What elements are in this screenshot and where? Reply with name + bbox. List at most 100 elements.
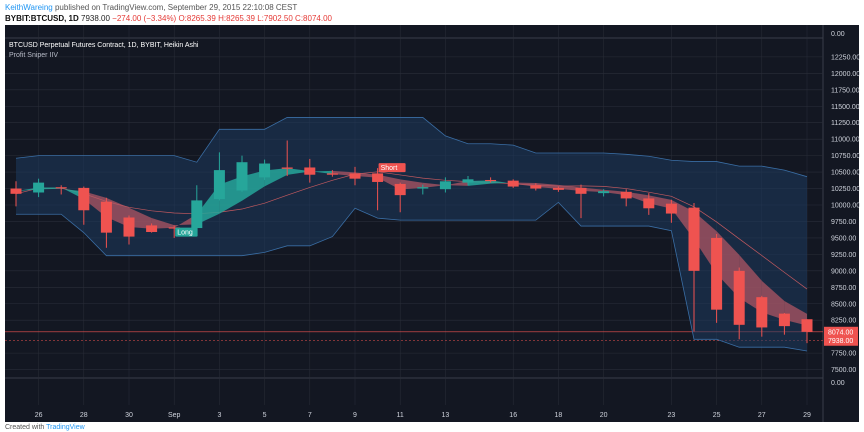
candle[interactable] <box>643 193 655 215</box>
candle[interactable] <box>33 178 45 198</box>
ribbon-segment <box>490 180 514 184</box>
author-link[interactable]: KeithWareing <box>5 3 53 12</box>
candle[interactable] <box>326 170 338 177</box>
y-tick-label: 11250.00 <box>831 120 860 127</box>
chart-legend-title: BTCUSD Perpetual Futures Contract, 1D, B… <box>9 42 199 49</box>
ohlc-low: L:7902.50 <box>257 14 293 23</box>
y-tick-label: 7500.00 <box>831 367 856 374</box>
study-legend: Profit Sniper IIV <box>9 52 58 59</box>
candle[interactable] <box>778 312 790 335</box>
candle-body <box>349 173 361 179</box>
candle[interactable] <box>146 223 158 233</box>
y-tick-label: 10500.00 <box>831 170 860 177</box>
footer-prefix: Created with <box>5 424 45 431</box>
ribbon-segment <box>151 218 175 229</box>
candle[interactable] <box>168 225 180 238</box>
price-tag-label: 8074.00 <box>828 329 853 336</box>
ribbon-segment <box>784 300 807 326</box>
candle-body <box>756 297 768 328</box>
ribbon-segment <box>355 172 378 178</box>
candle[interactable] <box>530 183 542 191</box>
x-tick-label: 3 <box>217 412 221 419</box>
candle[interactable] <box>417 184 429 195</box>
candle[interactable] <box>485 177 497 183</box>
ribbon-segment <box>671 199 694 240</box>
candle[interactable] <box>711 233 723 323</box>
y-tick-label: 10750.00 <box>831 153 860 160</box>
ribbon-segment <box>694 211 717 274</box>
candle-body <box>417 187 429 189</box>
signal-ribbon <box>16 168 807 326</box>
y-tick-label: 7750.00 <box>831 351 856 358</box>
time-axis[interactable]: 26 28 30 Sep 3 5 7 9 11 13 16 18 20 23 25 27 29 <box>35 412 811 419</box>
candle[interactable] <box>372 168 384 211</box>
candle-body <box>575 187 587 194</box>
candle[interactable] <box>688 203 700 332</box>
candle[interactable] <box>756 295 768 337</box>
y-tick-label: 11500.00 <box>831 104 860 111</box>
candle[interactable] <box>620 189 632 207</box>
candle-body <box>507 180 519 187</box>
signal-labels: Long Short <box>175 163 406 237</box>
y-tick-label: 9500.00 <box>831 235 856 242</box>
candle-body <box>485 179 497 182</box>
candle-body <box>665 203 677 214</box>
candle[interactable] <box>213 152 225 201</box>
candle[interactable] <box>801 319 813 344</box>
tradingview-link[interactable]: TradingView <box>46 424 85 431</box>
x-tick-label: 5 <box>263 412 267 419</box>
candle[interactable] <box>665 199 677 223</box>
x-tick-label: 13 <box>442 412 450 419</box>
candle[interactable] <box>575 184 587 219</box>
candle-body <box>394 183 406 196</box>
ribbon-segment <box>400 179 423 190</box>
ribbon-segment <box>38 187 62 190</box>
ribbon-segment <box>332 170 355 177</box>
candle[interactable] <box>10 181 22 207</box>
signal-label: Long <box>177 230 193 237</box>
candle[interactable] <box>394 182 406 213</box>
signal-long: Long <box>175 227 198 237</box>
candle[interactable] <box>191 185 203 229</box>
candle[interactable] <box>439 177 451 193</box>
candle-body <box>778 313 790 327</box>
price-axis[interactable]: 0.00 0.00 12250.00 12000.00 11750.00 11500.00… <box>824 31 860 387</box>
candle[interactable] <box>598 189 610 197</box>
candle[interactable] <box>259 159 271 180</box>
signal-bg <box>378 163 406 173</box>
y-tick-label: 8250.00 <box>831 318 856 325</box>
ribbon-segment <box>174 214 197 228</box>
x-tick-label: 16 <box>509 412 517 419</box>
ribbon-segment <box>106 197 129 228</box>
ribbon-segment <box>309 170 333 175</box>
band-lower-line <box>16 201 808 352</box>
x-tick-label: 9 <box>353 412 357 419</box>
candle-body <box>462 179 474 183</box>
candle[interactable] <box>100 197 112 248</box>
candle-body <box>552 187 564 190</box>
candles <box>10 140 813 344</box>
y-tick-label: 12250.00 <box>831 54 860 61</box>
candle-body <box>372 173 384 182</box>
candle[interactable] <box>552 186 564 192</box>
y-axis-bottom-label: 0.00 <box>831 380 845 387</box>
candle[interactable] <box>236 155 248 192</box>
candle[interactable] <box>507 179 519 188</box>
candle[interactable] <box>733 267 745 340</box>
candle[interactable] <box>349 166 361 186</box>
y-axis-top-label: 0.00 <box>831 31 845 38</box>
ribbon-segment <box>603 189 627 196</box>
candle[interactable] <box>281 140 293 177</box>
candle[interactable] <box>78 186 90 225</box>
candle[interactable] <box>462 176 474 186</box>
candle[interactable] <box>55 185 67 195</box>
ribbon-segment <box>648 195 672 209</box>
candle[interactable] <box>304 158 316 183</box>
candle-body <box>10 188 22 194</box>
price-tag-label: 7938.00 <box>828 338 853 345</box>
ribbon-segment <box>513 182 536 187</box>
candle[interactable] <box>123 215 135 245</box>
ribbon-segment <box>83 191 107 218</box>
